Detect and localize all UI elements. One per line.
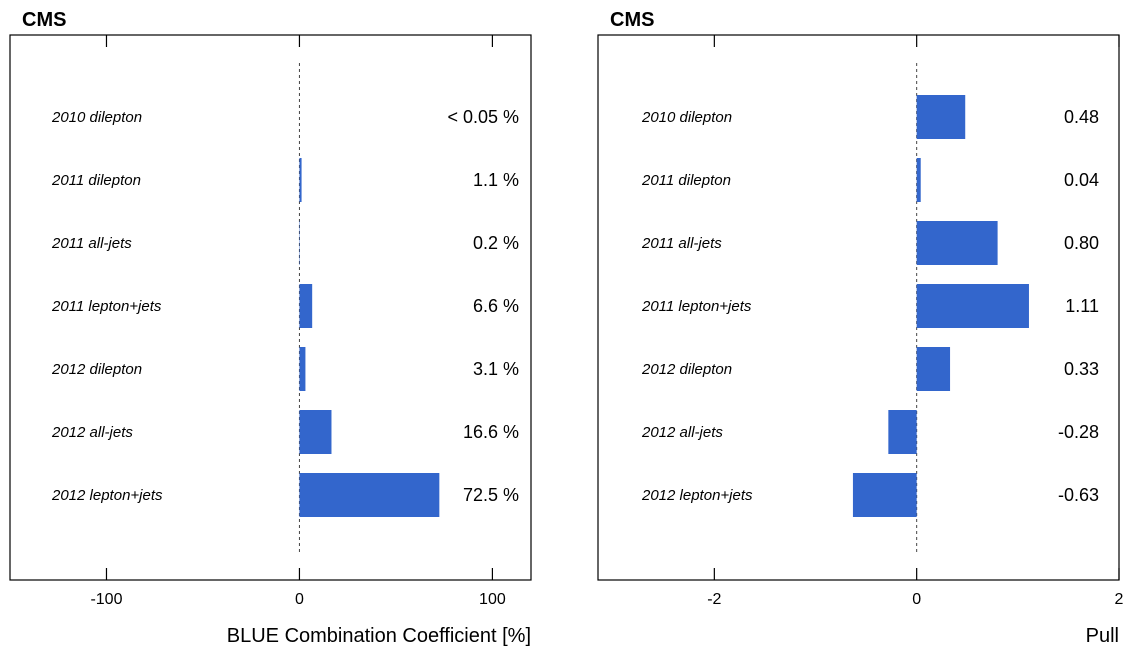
bar bbox=[299, 284, 313, 328]
bar bbox=[299, 473, 440, 517]
value-label: 72.5 % bbox=[463, 485, 519, 505]
value-label: 1.1 % bbox=[473, 170, 519, 190]
x-tick-label: 2 bbox=[1115, 591, 1124, 608]
value-label: 0.04 bbox=[1064, 170, 1099, 190]
experiment-label: CMS bbox=[22, 9, 66, 31]
x-axis-title: BLUE Combination Coefficient [%] bbox=[227, 625, 531, 647]
bar bbox=[299, 158, 302, 202]
category-label: 2011 lepton+jets bbox=[641, 298, 752, 315]
bar bbox=[299, 347, 306, 391]
category-label: 2011 lepton+jets bbox=[51, 298, 162, 315]
x-tick-label: 100 bbox=[479, 591, 506, 608]
category-label: 2011 all-jets bbox=[641, 235, 722, 252]
category-label: 2012 dilepton bbox=[51, 361, 142, 378]
x-axis-title: Pull bbox=[1086, 625, 1119, 647]
value-label: 6.6 % bbox=[473, 296, 519, 316]
category-label: 2011 dilepton bbox=[51, 172, 141, 189]
bar bbox=[852, 473, 917, 517]
bar bbox=[916, 284, 1029, 328]
value-label: 16.6 % bbox=[463, 422, 519, 442]
experiment-label: CMS bbox=[610, 9, 654, 31]
value-label: 0.2 % bbox=[473, 233, 519, 253]
bar bbox=[299, 410, 332, 454]
category-label: 2011 dilepton bbox=[641, 172, 731, 189]
category-label: 2012 lepton+jets bbox=[641, 487, 753, 504]
plot-frame bbox=[597, 34, 1120, 581]
plot-frame bbox=[9, 34, 532, 581]
x-tick-label: 0 bbox=[295, 591, 304, 608]
bar bbox=[916, 95, 966, 139]
value-label: 0.33 bbox=[1064, 359, 1099, 379]
value-label: 3.1 % bbox=[473, 359, 519, 379]
bar bbox=[916, 347, 951, 391]
category-label: 2010 dilepton bbox=[641, 109, 732, 126]
bar bbox=[916, 221, 998, 265]
value-label: 0.48 bbox=[1064, 107, 1099, 127]
x-tick-label: 0 bbox=[912, 591, 921, 608]
x-tick-label: -2 bbox=[707, 591, 721, 608]
category-label: 2011 all-jets bbox=[51, 235, 132, 252]
value-label: -0.63 bbox=[1058, 485, 1099, 505]
value-label: -0.28 bbox=[1058, 422, 1099, 442]
x-tick-label: -100 bbox=[90, 591, 122, 608]
category-label: 2012 all-jets bbox=[641, 424, 723, 441]
bar bbox=[916, 158, 921, 202]
category-label: 2012 lepton+jets bbox=[51, 487, 163, 504]
category-label: 2012 dilepton bbox=[641, 361, 732, 378]
bar bbox=[888, 410, 917, 454]
value-label: 0.80 bbox=[1064, 233, 1099, 253]
category-label: 2010 dilepton bbox=[51, 109, 142, 126]
category-label: 2012 all-jets bbox=[51, 424, 133, 441]
value-label: 1.11 bbox=[1065, 296, 1099, 316]
value-label: < 0.05 % bbox=[447, 107, 519, 127]
